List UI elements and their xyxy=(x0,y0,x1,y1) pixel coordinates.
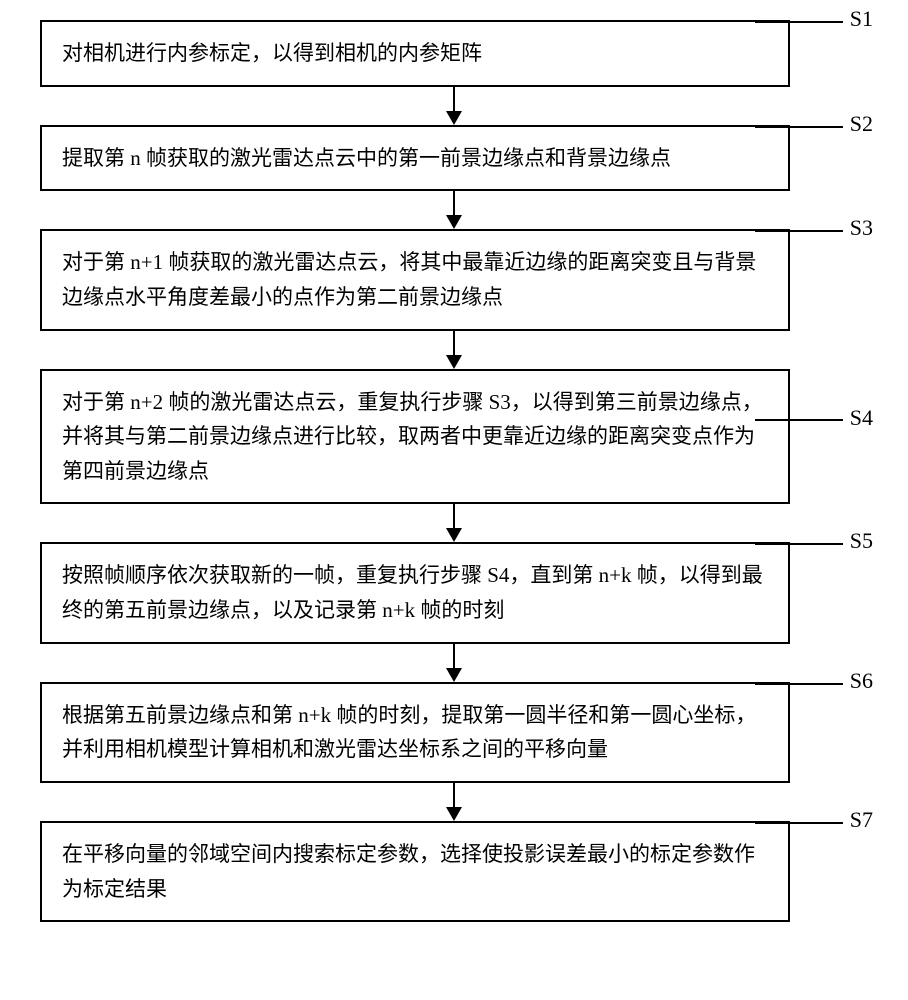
step-s4-container: 对于第 n+2 帧的激光雷达点云，重复执行步骤 S3，以得到第三前景边缘点，并将… xyxy=(40,369,868,505)
step-s6-line xyxy=(755,683,843,685)
step-s3-text: 对于第 n+1 帧获取的激光雷达点云，将其中最靠近边缘的距离突变且与背景边缘点水… xyxy=(62,250,756,309)
step-s5-container: 按照帧顺序依次获取新的一帧，重复执行步骤 S4，直到第 n+k 帧，以得到最终的… xyxy=(40,542,868,643)
step-s4-box: 对于第 n+2 帧的激光雷达点云，重复执行步骤 S3，以得到第三前景边缘点，并将… xyxy=(40,369,790,505)
step-s2-line xyxy=(755,126,843,128)
step-s5-label: S5 xyxy=(850,528,873,554)
flowchart-container: 对相机进行内参标定，以得到相机的内参矩阵 S1 提取第 n 帧获取的激光雷达点云… xyxy=(40,20,868,922)
step-s4-text: 对于第 n+2 帧的激光雷达点云，重复执行步骤 S3，以得到第三前景边缘点，并将… xyxy=(62,390,763,483)
step-s7-label: S7 xyxy=(850,807,873,833)
step-s6-label: S6 xyxy=(850,668,873,694)
arrow-5 xyxy=(446,644,462,682)
step-s2-container: 提取第 n 帧获取的激光雷达点云中的第一前景边缘点和背景边缘点 S2 xyxy=(40,125,868,192)
step-s4-line xyxy=(755,419,843,421)
arrow-1 xyxy=(446,87,462,125)
step-s3-container: 对于第 n+1 帧获取的激光雷达点云，将其中最靠近边缘的距离突变且与背景边缘点水… xyxy=(40,229,868,330)
step-s1-box: 对相机进行内参标定，以得到相机的内参矩阵 xyxy=(40,20,790,87)
step-s7-container: 在平移向量的邻域空间内搜索标定参数，选择使投影误差最小的标定参数作为标定结果 S… xyxy=(40,821,868,922)
step-s3-line xyxy=(755,230,843,232)
step-s1-label: S1 xyxy=(850,6,873,32)
arrow-6 xyxy=(446,783,462,821)
step-s2-box: 提取第 n 帧获取的激光雷达点云中的第一前景边缘点和背景边缘点 xyxy=(40,125,790,192)
step-s3-label: S3 xyxy=(850,215,873,241)
step-s2-text: 提取第 n 帧获取的激光雷达点云中的第一前景边缘点和背景边缘点 xyxy=(62,141,671,176)
step-s5-text: 按照帧顺序依次获取新的一帧，重复执行步骤 S4，直到第 n+k 帧，以得到最终的… xyxy=(62,563,763,622)
step-s5-line xyxy=(755,543,843,545)
step-s2-label: S2 xyxy=(850,111,873,137)
step-s7-line xyxy=(755,822,843,824)
step-s6-text: 根据第五前景边缘点和第 n+k 帧的时刻，提取第一圆半径和第一圆心坐标，并利用相… xyxy=(62,703,756,762)
step-s1-line xyxy=(755,21,843,23)
step-s4-label: S4 xyxy=(850,405,873,431)
arrow-2 xyxy=(446,191,462,229)
arrow-3 xyxy=(446,331,462,369)
step-s7-box: 在平移向量的邻域空间内搜索标定参数，选择使投影误差最小的标定参数作为标定结果 xyxy=(40,821,790,922)
step-s1-text: 对相机进行内参标定，以得到相机的内参矩阵 xyxy=(62,36,482,71)
step-s5-box: 按照帧顺序依次获取新的一帧，重复执行步骤 S4，直到第 n+k 帧，以得到最终的… xyxy=(40,542,790,643)
step-s7-text: 在平移向量的邻域空间内搜索标定参数，选择使投影误差最小的标定参数作为标定结果 xyxy=(62,842,755,901)
step-s1-container: 对相机进行内参标定，以得到相机的内参矩阵 S1 xyxy=(40,20,868,87)
step-s6-container: 根据第五前景边缘点和第 n+k 帧的时刻，提取第一圆半径和第一圆心坐标，并利用相… xyxy=(40,682,868,783)
step-s3-box: 对于第 n+1 帧获取的激光雷达点云，将其中最靠近边缘的距离突变且与背景边缘点水… xyxy=(40,229,790,330)
arrow-4 xyxy=(446,504,462,542)
step-s6-box: 根据第五前景边缘点和第 n+k 帧的时刻，提取第一圆半径和第一圆心坐标，并利用相… xyxy=(40,682,790,783)
